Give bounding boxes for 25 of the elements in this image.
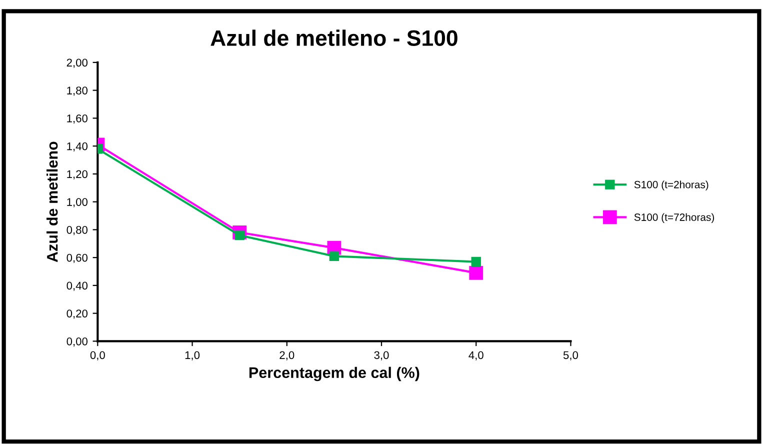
y-tick-label: 0,60 <box>66 254 88 264</box>
point <box>471 256 481 267</box>
x-tick-label: 4,0 <box>468 351 484 360</box>
x-tick-label: 3,0 <box>374 351 389 360</box>
y-tick-label: 0,00 <box>66 337 88 347</box>
y-tick-label: 2,00 <box>66 58 88 68</box>
y-tick-label: 1,40 <box>67 142 88 152</box>
legend-label: S100 (t=72horas) <box>634 213 714 223</box>
y-tick-label: 0,40 <box>66 282 88 291</box>
point <box>329 251 340 262</box>
y-tick-label: 1,60 <box>67 114 88 124</box>
x-tick-label: 1,0 <box>185 351 200 360</box>
y-tick-label: 1,00 <box>67 198 88 208</box>
x-tick-label: 2,0 <box>280 351 294 360</box>
y-axis-title: Azul de metileno <box>46 142 58 262</box>
y-tick-label: 1,20 <box>67 170 88 180</box>
chart-title: Azul de metileno - S100 <box>210 30 458 46</box>
point <box>469 266 484 280</box>
x-tick-label: 0,0 <box>90 351 105 360</box>
legend-label: S100 (t=2horas) <box>634 180 708 190</box>
y-tick-label: 0,20 <box>66 310 88 319</box>
x-axis-title: Percentagem de cal (%) <box>249 366 420 382</box>
x-tick-label: 5,0 <box>563 351 578 360</box>
y-tick-label: 1,80 <box>67 86 88 96</box>
y-tick-label: 0,80 <box>66 226 88 236</box>
